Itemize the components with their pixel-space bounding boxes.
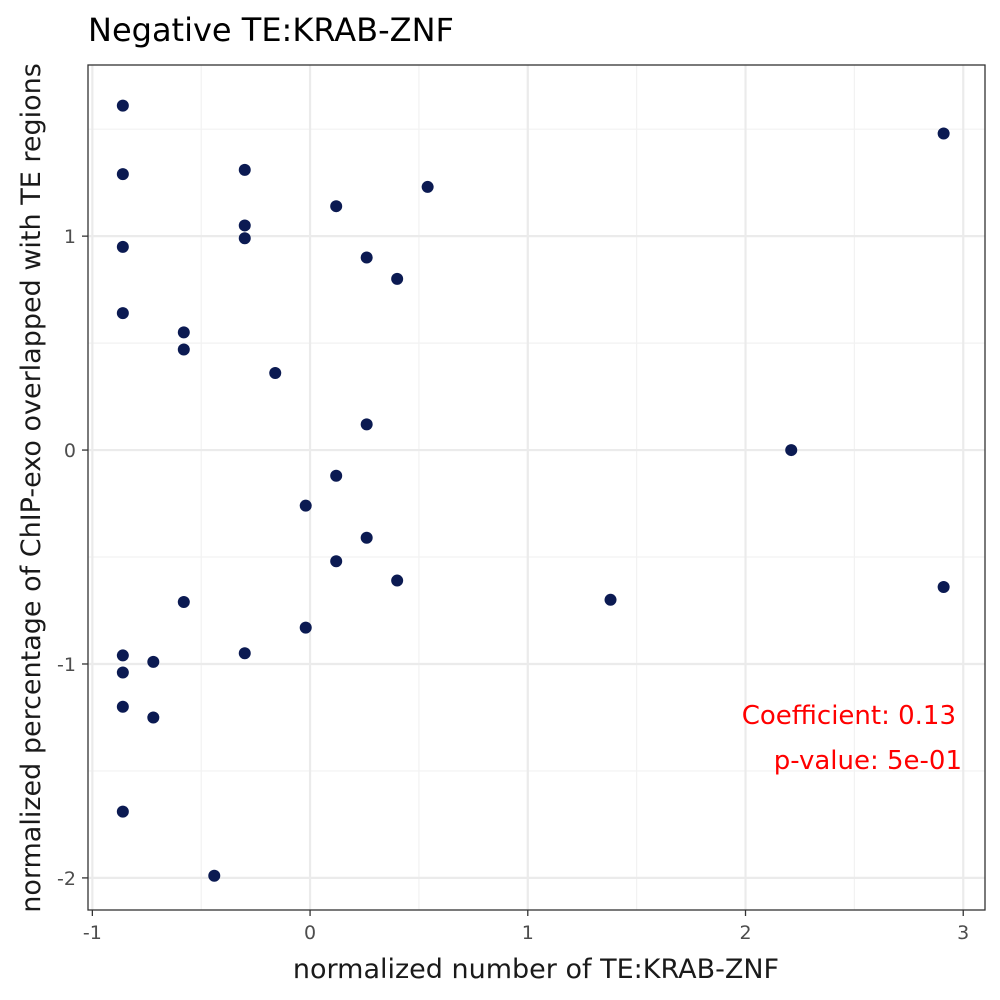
- x-tick-label: 0: [304, 922, 316, 944]
- panel-border: [87, 64, 986, 911]
- data-point: [116, 649, 129, 662]
- plot-panel: [87, 64, 986, 911]
- data-point: [937, 580, 950, 593]
- data-point: [116, 666, 129, 679]
- data-point: [177, 343, 190, 356]
- data-point: [208, 869, 221, 882]
- data-point: [330, 200, 343, 213]
- x-tick-label: 1: [522, 922, 534, 944]
- data-point: [238, 647, 251, 660]
- data-point: [116, 168, 129, 181]
- panel-background: [88, 65, 985, 910]
- data-point: [360, 418, 373, 431]
- data-point: [116, 700, 129, 713]
- x-tick-label: 3: [957, 922, 969, 944]
- coefficient-annotation: Coefficient: 0.13: [742, 701, 956, 731]
- x-tick-label: -1: [83, 922, 102, 944]
- data-point: [330, 469, 343, 482]
- y-tick-label: -2: [57, 868, 76, 890]
- data-point: [238, 219, 251, 232]
- x-axis: -1 0 1 2 3: [83, 910, 969, 944]
- p-value-annotation: p-value: 5e-01: [774, 746, 962, 776]
- data-point: [238, 163, 251, 176]
- data-point: [238, 232, 251, 245]
- data-point: [177, 326, 190, 339]
- data-point: [785, 444, 798, 457]
- y-axis-title: normalized percentage of ChIP-exo overla…: [16, 63, 47, 913]
- data-point: [391, 272, 404, 285]
- y-tick-label: 1: [64, 226, 76, 248]
- data-point: [299, 499, 312, 512]
- data-point: [147, 655, 160, 668]
- data-point: [421, 180, 434, 193]
- data-point: [116, 805, 129, 818]
- data-point: [937, 127, 950, 140]
- data-point: [177, 595, 190, 608]
- data-point: [391, 574, 404, 587]
- data-points: [116, 99, 950, 882]
- data-point: [116, 307, 129, 320]
- data-point: [269, 367, 282, 380]
- y-tick-label: 0: [64, 440, 76, 462]
- y-tick-label: -1: [57, 654, 76, 676]
- y-axis: -2 -1 0 1: [57, 226, 88, 890]
- minor-gridlines: [88, 65, 985, 910]
- chart-title: Negative TE:KRAB-ZNF: [88, 11, 454, 49]
- data-point: [299, 621, 312, 634]
- data-point: [360, 251, 373, 264]
- major-gridlines: [88, 65, 985, 910]
- data-point: [360, 531, 373, 544]
- data-point: [147, 711, 160, 724]
- x-tick-label: 2: [739, 922, 751, 944]
- data-point: [116, 240, 129, 253]
- x-axis-title: normalized number of TE:KRAB-ZNF: [293, 954, 779, 985]
- data-point: [330, 555, 343, 568]
- data-point: [604, 593, 617, 606]
- data-point: [116, 99, 129, 112]
